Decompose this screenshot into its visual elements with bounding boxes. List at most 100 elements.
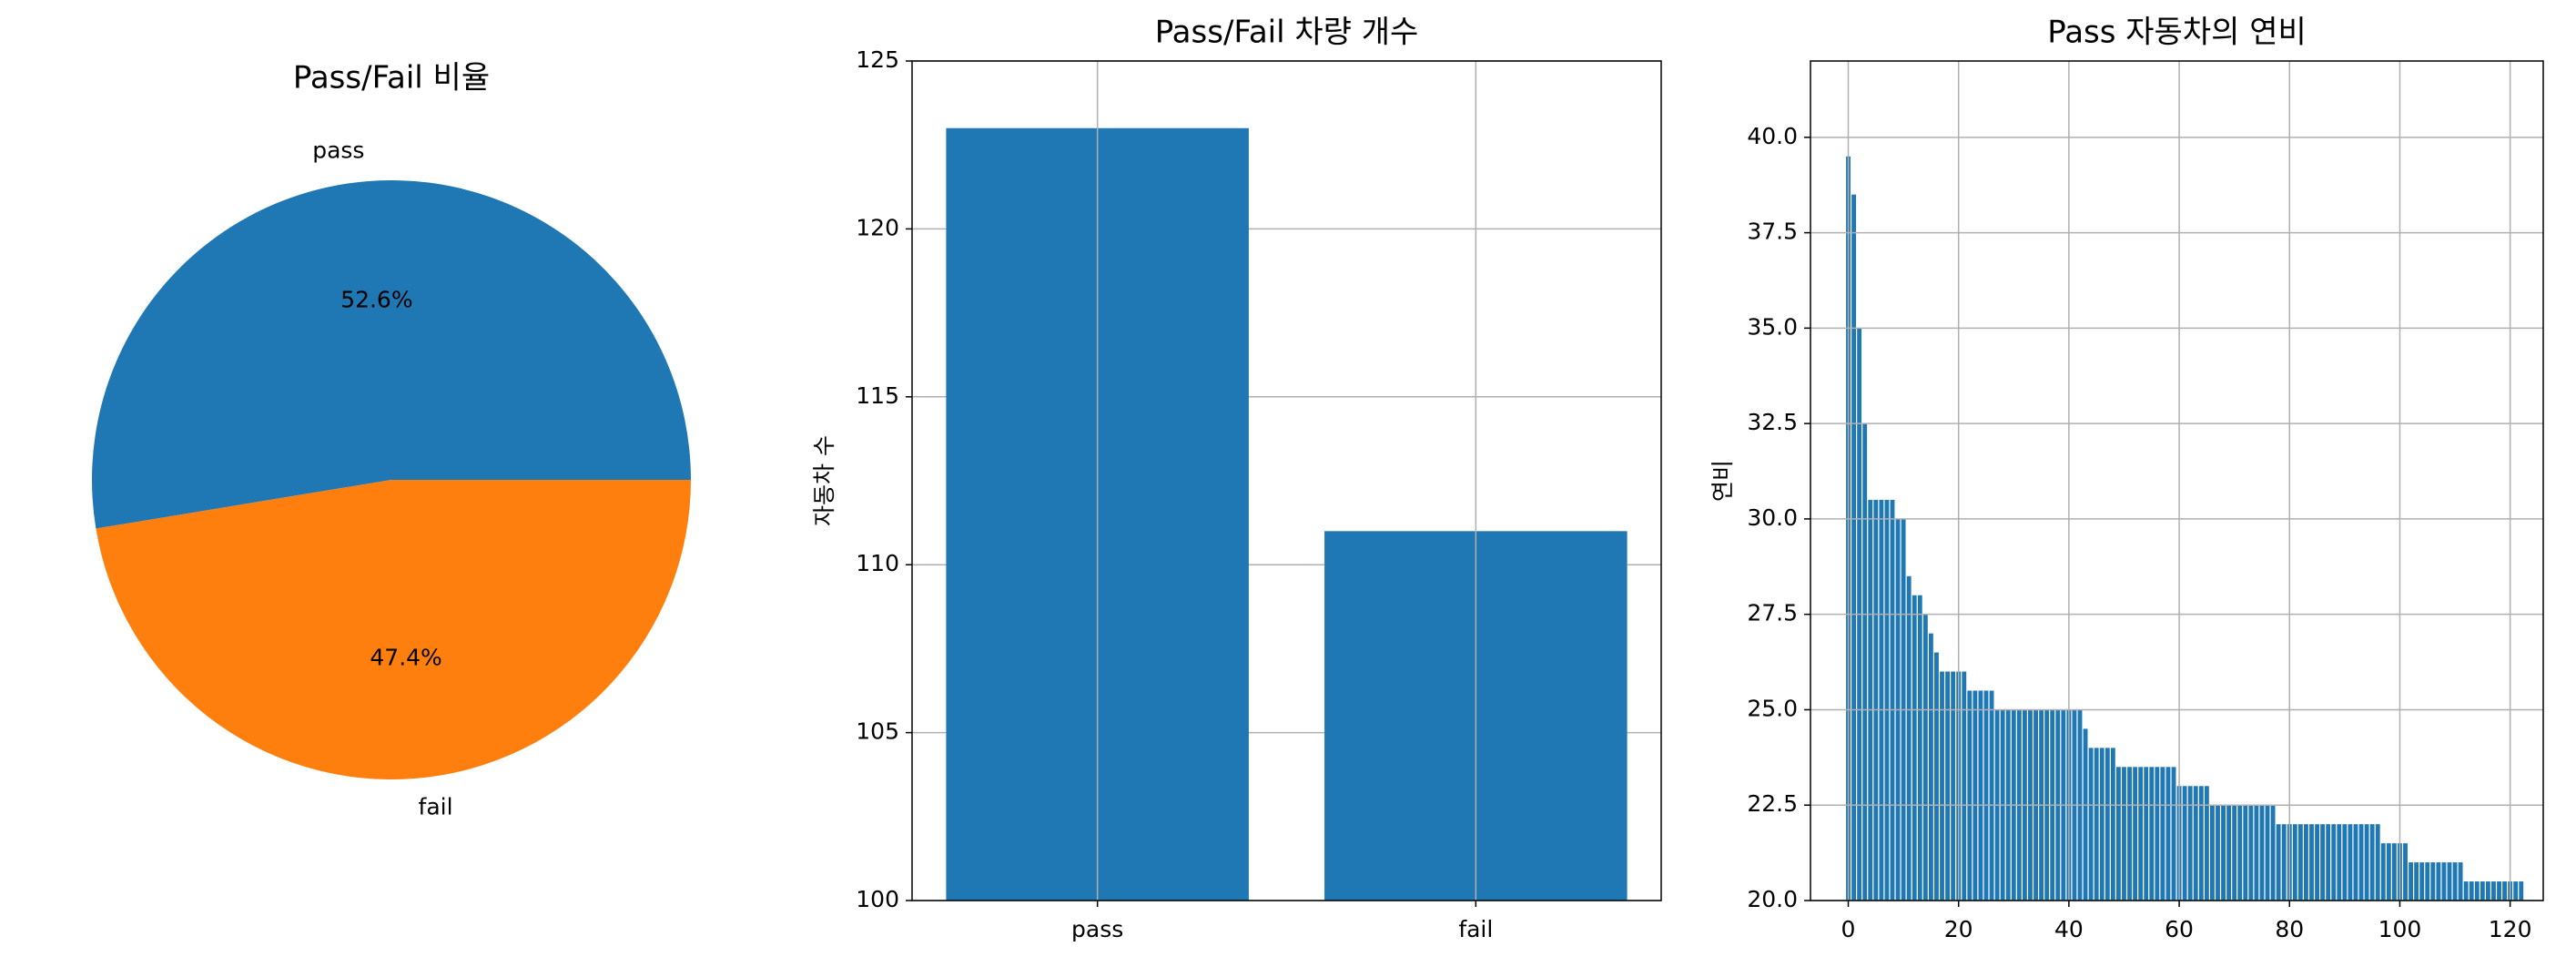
bar [2315, 824, 2319, 901]
bar [1967, 690, 1973, 901]
bar [2138, 767, 2144, 901]
bar [2342, 824, 2348, 901]
bar [2458, 862, 2463, 901]
pie-slice [92, 180, 691, 529]
bar [2160, 767, 2165, 901]
bar [2155, 767, 2160, 901]
bar [1890, 499, 1895, 901]
bar [2441, 862, 2447, 901]
bar [2364, 824, 2369, 901]
bar [2248, 805, 2254, 901]
bar [1879, 499, 1884, 901]
bar [2083, 728, 2088, 901]
bar [2452, 862, 2458, 901]
bar [1873, 499, 1879, 901]
bar [2276, 824, 2281, 901]
bar [1917, 595, 1922, 901]
x-tick-label: 40 [2054, 916, 2084, 942]
pie-percent: 52.6% [340, 286, 412, 312]
bar [2375, 824, 2380, 901]
bar [2216, 805, 2220, 901]
bar [2292, 824, 2297, 901]
bar [2337, 824, 2342, 901]
bar [2259, 805, 2265, 901]
bar [2430, 862, 2436, 901]
bar [2497, 881, 2501, 901]
bar [2469, 881, 2474, 901]
bar [2133, 767, 2138, 901]
bar [2115, 767, 2121, 901]
bar [2265, 805, 2270, 901]
bar [2226, 805, 2232, 901]
pie-slice [96, 480, 692, 780]
bar [1951, 671, 1956, 901]
bar [2171, 767, 2176, 901]
bar [2281, 824, 2287, 901]
x-tick-label: 60 [2165, 916, 2194, 942]
bar [2104, 748, 2110, 901]
bar [1928, 633, 1933, 901]
bar [2088, 748, 2094, 901]
axes-frame [911, 60, 1662, 901]
bar [2386, 843, 2391, 901]
bar [1884, 499, 1890, 901]
bar [2513, 881, 2519, 901]
bar [2502, 881, 2508, 901]
y-tick-label: 35.0 [1747, 313, 1798, 340]
bar [2320, 824, 2326, 901]
x-tick-label: 20 [1944, 916, 1973, 942]
bar [2414, 862, 2419, 901]
bar [2187, 786, 2193, 901]
bar [2463, 881, 2469, 901]
y-tick-label: 120 [856, 214, 899, 240]
bar [2403, 843, 2408, 901]
bar [2480, 881, 2485, 901]
bar [2094, 748, 2099, 901]
bar [2485, 881, 2490, 901]
bar [1978, 690, 1983, 901]
bar [2221, 805, 2226, 901]
y-tick-label: 20.0 [1747, 886, 1798, 912]
x-tick-label: 80 [2275, 916, 2304, 942]
bar [1868, 499, 1873, 901]
bar [2237, 805, 2243, 901]
bar [1934, 652, 1939, 901]
pie-label: fail [419, 794, 453, 820]
y-axis-label: 자동차 수 [811, 435, 837, 526]
bar [1945, 671, 1951, 901]
bar [2144, 767, 2149, 901]
bar [2304, 824, 2308, 901]
y-tick-label: 25.0 [1747, 695, 1798, 721]
y-tick-label: 30.0 [1747, 504, 1798, 531]
bar [2348, 824, 2353, 901]
y-tick-label: 22.5 [1747, 790, 1798, 817]
y-tick-label: 105 [856, 718, 899, 745]
bar [2353, 824, 2358, 901]
y-tick-label: 115 [856, 382, 899, 409]
bar [2099, 748, 2104, 901]
bar [2391, 843, 2397, 901]
chart-title: Pass/Fail 비율 [293, 60, 490, 97]
bar [2425, 862, 2430, 901]
pie-label: pass [312, 137, 364, 163]
bar [2198, 786, 2204, 901]
y-tick-label: 125 [856, 46, 899, 73]
bar [2243, 805, 2248, 901]
bar [1962, 671, 1967, 901]
bar [2326, 824, 2331, 901]
bar [2193, 786, 2198, 901]
bar [2165, 767, 2171, 901]
bar [2204, 786, 2209, 901]
bar [2232, 805, 2237, 901]
bar [2369, 824, 2375, 901]
bar [1851, 194, 1856, 901]
x-tick-label: 120 [2489, 916, 2532, 942]
bar [1973, 690, 1978, 901]
bar [2409, 862, 2413, 901]
y-axis-label: 연비 [1709, 460, 1736, 502]
bar [2331, 824, 2337, 901]
bar [2519, 881, 2524, 901]
bar [1922, 614, 1928, 901]
bar [1906, 575, 1912, 901]
